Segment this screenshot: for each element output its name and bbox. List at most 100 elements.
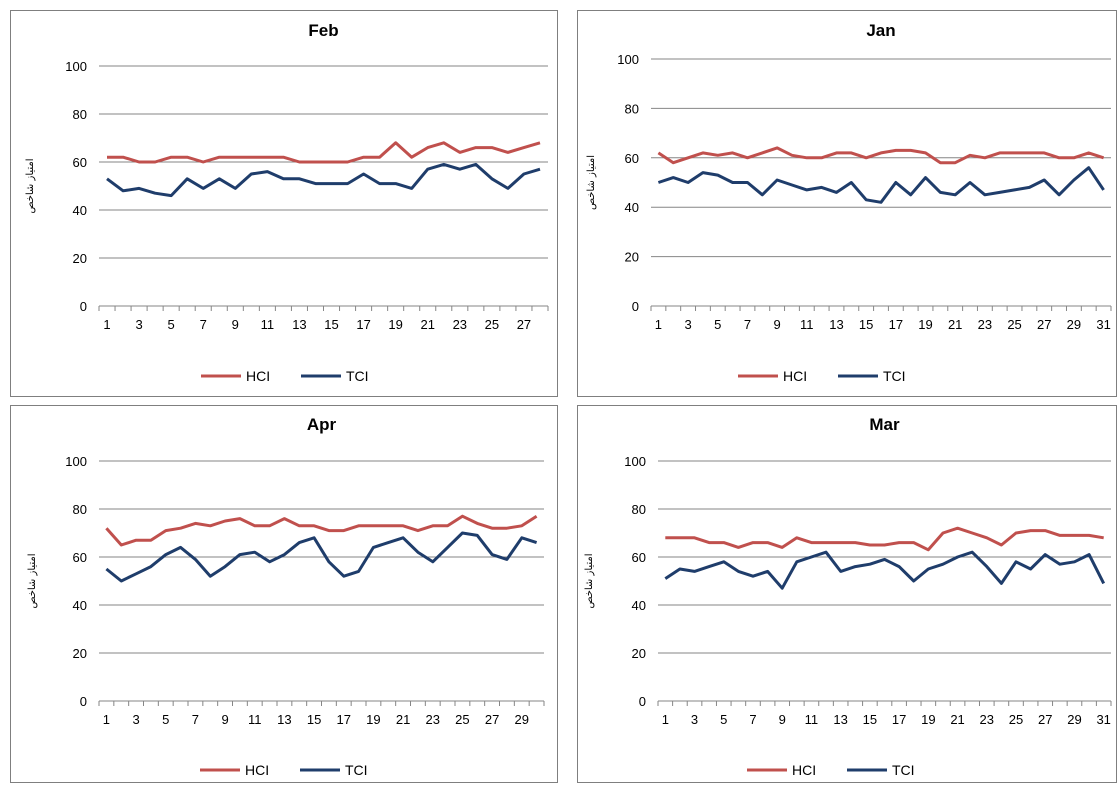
feb-legend: HCI TCI — [201, 368, 369, 384]
mar-y-tick-80: 80 — [632, 502, 646, 517]
mar-y-tick-20: 20 — [632, 646, 646, 661]
jan-x-tick-15: 15 — [859, 317, 873, 332]
jan-legend-label-hci: HCI — [783, 368, 807, 384]
mar-legend-label-tci: TCI — [892, 762, 915, 778]
jan-legend-label-tci: TCI — [883, 368, 906, 384]
feb-y-tick-80: 80 — [73, 107, 87, 122]
feb-x-tick-7: 7 — [200, 317, 207, 332]
feb-x-tick-13: 13 — [292, 317, 306, 332]
jan-x-tick-5: 5 — [714, 317, 721, 332]
feb-y-tick-0: 0 — [80, 299, 87, 314]
mar-x-tick-27: 27 — [1038, 712, 1052, 727]
feb-x-tick-3: 3 — [135, 317, 142, 332]
jan-y-tick-0: 0 — [632, 299, 639, 314]
feb-y-axis-label: امتیاز شاخص — [25, 158, 36, 213]
apr-x-tick-25: 25 — [455, 712, 469, 727]
jan-x-tick-25: 25 — [1007, 317, 1021, 332]
jan-series-hci — [657, 146, 1105, 165]
jan-x-tick-13: 13 — [829, 317, 843, 332]
mar-x-tick-23: 23 — [980, 712, 994, 727]
feb-x-tick-25: 25 — [485, 317, 499, 332]
apr-x-tick-23: 23 — [426, 712, 440, 727]
mar-x-tick-11: 11 — [805, 712, 819, 727]
feb-y-tick-100: 100 — [65, 59, 87, 74]
mar-x-tick-19: 19 — [921, 712, 935, 727]
feb-y-tick-20: 20 — [73, 251, 87, 266]
chart-panel-feb: Feb 0 20 40 60 80 100 1 3 5 7 9 11 13 15 17 19 21 23 25 27 ام… — [10, 10, 558, 397]
apr-series-hci — [105, 514, 538, 547]
mar-x-tick-1: 1 — [662, 712, 669, 727]
chart-panel-jan: Jan 0 20 40 60 80 100 1 3 5 7 9 11 13 15 17 19 21 23 25 27 29… — [577, 10, 1117, 397]
apr-x-tick-27: 27 — [485, 712, 499, 727]
apr-x-tick-17: 17 — [337, 712, 351, 727]
mar-series-tci — [664, 550, 1106, 590]
jan-chart-title: Jan — [866, 21, 895, 40]
jan-y-tick-100: 100 — [617, 52, 639, 67]
mar-x-tick-17: 17 — [892, 712, 906, 727]
jan-x-tick-31: 31 — [1096, 317, 1110, 332]
apr-chart-title: Apr — [307, 415, 337, 434]
apr-x-tick-9: 9 — [221, 712, 228, 727]
apr-x-tick-15: 15 — [307, 712, 321, 727]
jan-y-tick-60: 60 — [625, 151, 639, 166]
mar-y-tick-40: 40 — [632, 598, 646, 613]
jan-x-tick-29: 29 — [1067, 317, 1081, 332]
mar-y-tick-0: 0 — [639, 694, 646, 709]
jan-x-tick-11: 11 — [800, 317, 814, 332]
mar-chart-title: Mar — [869, 415, 900, 434]
mar-series-hci — [665, 526, 1104, 552]
mar-x-tick-29: 29 — [1067, 712, 1081, 727]
apr-legend: HCI TCI — [200, 762, 368, 778]
apr-y-tick-60: 60 — [73, 550, 87, 565]
jan-legend: HCI TCI — [738, 368, 906, 384]
apr-x-tick-3: 3 — [132, 712, 139, 727]
feb-x-tick-5: 5 — [168, 317, 175, 332]
mar-x-tick-25: 25 — [1009, 712, 1023, 727]
jan-series-tci — [657, 166, 1105, 204]
feb-x-tick-11: 11 — [261, 317, 275, 332]
mar-x-tick-31: 31 — [1096, 712, 1110, 727]
apr-series-tci — [105, 531, 538, 583]
mar-x-tick-5: 5 — [720, 712, 727, 727]
feb-series-hci — [107, 141, 541, 164]
jan-x-tick-3: 3 — [684, 317, 691, 332]
feb-legend-label-hci: HCI — [246, 368, 270, 384]
jan-x-tick-17: 17 — [889, 317, 903, 332]
feb-x-tick-23: 23 — [453, 317, 467, 332]
mar-x-tick-9: 9 — [779, 712, 786, 727]
feb-y-tick-40: 40 — [73, 203, 87, 218]
apr-x-tick-19: 19 — [366, 712, 380, 727]
feb-chart-title: Feb — [308, 21, 338, 40]
apr-x-tick-29: 29 — [515, 712, 529, 727]
mar-y-axis-label: امتیاز شاخص — [584, 553, 595, 608]
mar-x-tick-3: 3 — [691, 712, 698, 727]
apr-y-tick-0: 0 — [80, 694, 87, 709]
apr-x-tick-7: 7 — [192, 712, 199, 727]
jan-x-tick-9: 9 — [774, 317, 781, 332]
apr-legend-label-hci: HCI — [245, 762, 269, 778]
feb-x-tick-1: 1 — [103, 317, 110, 332]
apr-legend-label-tci: TCI — [345, 762, 368, 778]
chart-panel-apr: Apr 0 20 40 60 80 100 1 3 5 7 9 11 13 15 17 19 21 23 25 27 29… — [10, 405, 558, 783]
apr-x-tick-13: 13 — [277, 712, 291, 727]
mar-x-tick-7: 7 — [749, 712, 756, 727]
jan-x-tick-7: 7 — [744, 317, 751, 332]
feb-x-tick-21: 21 — [420, 317, 434, 332]
feb-x-tick-17: 17 — [356, 317, 370, 332]
apr-x-tick-21: 21 — [396, 712, 410, 727]
mar-x-tick-13: 13 — [833, 712, 847, 727]
jan-y-tick-20: 20 — [625, 250, 639, 265]
jan-x-tick-21: 21 — [948, 317, 962, 332]
feb-x-tick-15: 15 — [324, 317, 338, 332]
apr-y-tick-80: 80 — [73, 502, 87, 517]
jan-y-tick-80: 80 — [625, 101, 639, 116]
jan-y-tick-40: 40 — [625, 200, 639, 215]
jan-x-tick-27: 27 — [1037, 317, 1051, 332]
jan-y-axis-label: امتیاز شاخص — [586, 155, 597, 210]
feb-legend-label-tci: TCI — [346, 368, 369, 384]
apr-x-tick-1: 1 — [103, 712, 110, 727]
apr-y-tick-100: 100 — [65, 454, 87, 469]
chart-panel-mar: Mar 0 20 40 60 80 100 1 3 5 7 9 11 13 15 17 19 21 23 25 27 29… — [577, 405, 1117, 783]
mar-x-tick-15: 15 — [863, 712, 877, 727]
